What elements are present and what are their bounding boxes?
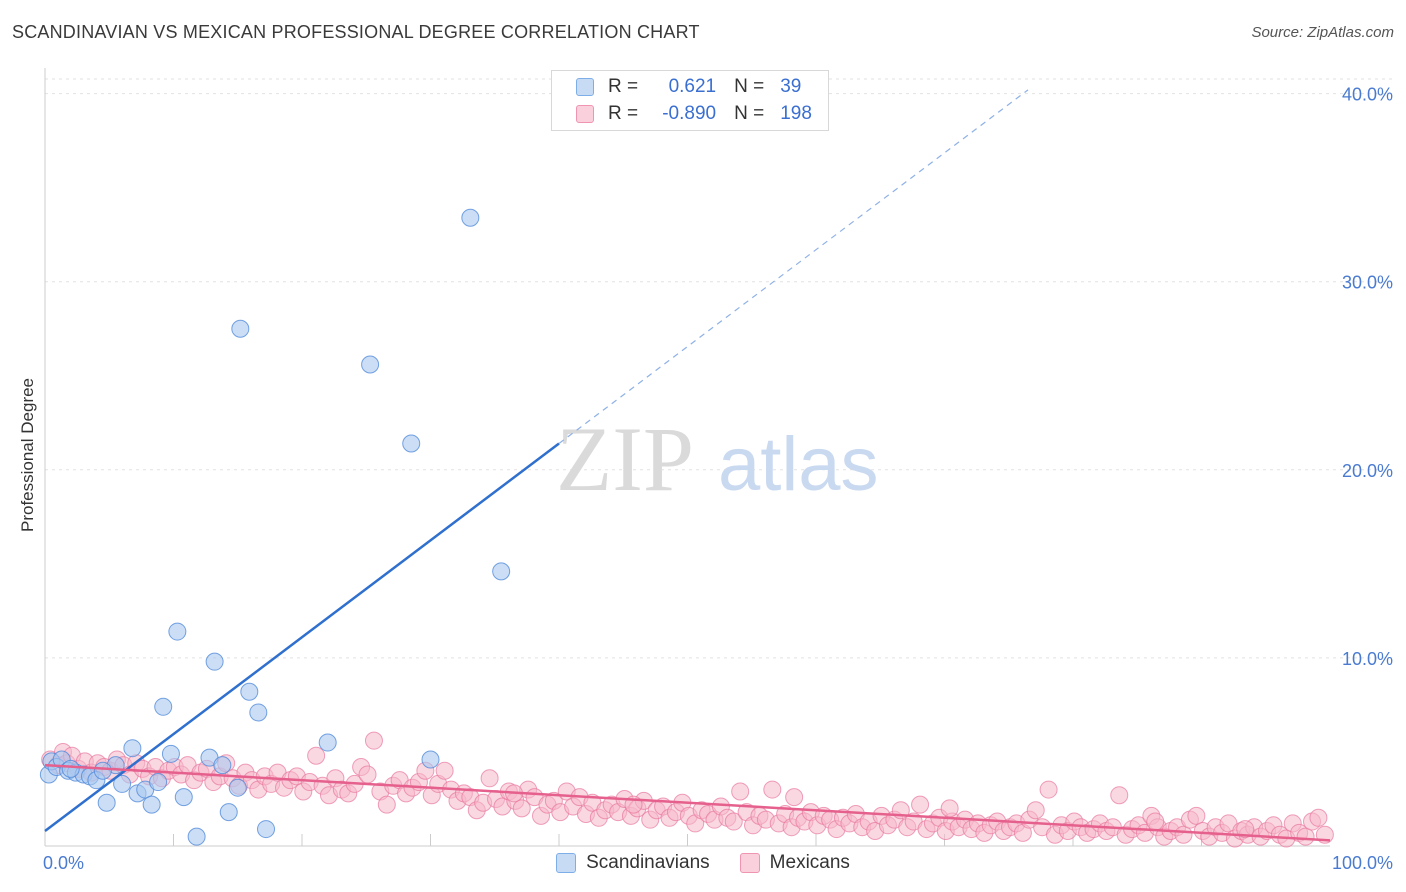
legend-r-label: R = — [608, 76, 639, 97]
axes — [44, 68, 1330, 847]
mexicans-point — [911, 795, 930, 814]
mexicans-point — [480, 769, 499, 788]
scandinavians-point — [402, 434, 421, 453]
mexicans-point — [1236, 820, 1255, 839]
legend-r-value: 0.621 — [668, 76, 717, 97]
mexicans-point — [358, 765, 377, 784]
mexicans-point — [1296, 827, 1315, 846]
mexicans-point — [435, 761, 454, 780]
bottom-legend-mexicans[interactable]: Mexicans — [739, 852, 850, 874]
scandinavians-point — [149, 773, 168, 792]
scandinavians-point — [113, 774, 132, 793]
legend-r-value: -0.890 — [662, 103, 717, 124]
mexicans-point — [1146, 812, 1165, 831]
bottom-legend-label: Scandinavians — [586, 852, 710, 873]
y-tick-label: 30.0% — [1342, 273, 1393, 293]
mexicans-point — [512, 799, 531, 818]
watermark-atlas: atlas — [718, 422, 879, 507]
legend-box: R = 0.621 N = 39 R = -0.890 N = 198 — [551, 70, 829, 131]
legend-n-label: N = — [734, 76, 765, 97]
scandinavians-point — [228, 778, 247, 797]
scandinavians-point — [174, 788, 193, 807]
scandinavians-point — [249, 703, 268, 722]
scandinavians-point — [187, 827, 206, 846]
legend-row-scandinavians: R = 0.621 N = 39 — [576, 74, 801, 100]
chart-title: SCANDINAVIAN VS MEXICAN PROFESSIONAL DEG… — [12, 22, 700, 42]
scandinavians-point — [168, 622, 187, 641]
scandinavians-point — [318, 733, 337, 752]
mexicans-point — [1174, 825, 1193, 844]
mexicans-point — [763, 780, 782, 799]
scandinavians-point — [492, 562, 511, 581]
scandinavians-point — [421, 750, 440, 769]
scandinavians-points — [39, 208, 511, 846]
tick-labels: 10.0% 20.0% 30.0% 40.0% 0.0% 100.0% — [43, 85, 1393, 873]
x-tick-label: 100.0% — [1332, 853, 1393, 873]
scandinavians-point — [240, 682, 259, 701]
scandinavians-point — [161, 744, 180, 763]
watermark: ZIP atlas — [556, 408, 879, 510]
scandinavians-trend-extension — [558, 89, 1029, 444]
source-label: Source: ZipAtlas.com — [1251, 24, 1394, 41]
scandinavians-trend-line — [44, 442, 560, 832]
legend-swatch-mexicans — [576, 105, 594, 123]
mexicans-point — [1187, 806, 1206, 825]
bottom-legend-label: Mexicans — [769, 852, 850, 873]
scandinavians-point — [461, 208, 480, 227]
mexicans-trend-line — [44, 763, 1331, 842]
mexicans-point — [731, 782, 750, 801]
scandinavians-point — [257, 820, 276, 839]
scandinavians-point — [361, 355, 380, 374]
scandinavians-point — [61, 759, 80, 778]
legend-r-label: R = — [608, 103, 639, 124]
bottom-legend-scandinavians[interactable]: Scandinavians — [556, 852, 710, 874]
scandinavians-point — [93, 761, 112, 780]
mexicans-point — [724, 812, 743, 831]
legend-swatch-scandinavians — [556, 853, 577, 873]
mexicans-point — [940, 799, 959, 818]
legend-n-value: 198 — [780, 103, 812, 124]
mexicans-point — [1039, 780, 1058, 799]
mexicans-point — [307, 746, 326, 765]
y-tick-label: 40.0% — [1342, 85, 1393, 105]
mexicans-point — [364, 731, 383, 750]
mexicans-point — [1026, 801, 1045, 820]
legend-row-mexicans: R = -0.890 N = 198 — [576, 101, 812, 127]
y-tick-label: 20.0% — [1342, 461, 1393, 481]
scandinavians-point — [205, 652, 224, 671]
scandinavians-point — [123, 739, 142, 758]
legend-swatch-mexicans — [739, 853, 760, 873]
scandinavians-point — [231, 319, 250, 338]
trend-lines — [44, 89, 1331, 842]
mexicans-point — [377, 795, 396, 814]
scandinavians-point — [213, 756, 232, 775]
x-tick-label: 0.0% — [43, 853, 84, 873]
watermark-zip: ZIP — [556, 408, 694, 510]
legend-n-value: 39 — [780, 76, 802, 97]
legend-n-label: N = — [734, 103, 765, 124]
scandinavians-point — [219, 803, 238, 822]
mexicans-point — [785, 788, 804, 807]
scandinavians-point — [142, 795, 161, 814]
scandinavians-point — [154, 697, 173, 716]
y-tick-label: 10.0% — [1342, 649, 1393, 669]
mexicans-point — [1309, 808, 1328, 827]
scandinavians-point — [97, 793, 116, 812]
bottom-legend: Scandinavians Mexicans — [0, 852, 1406, 874]
legend-swatch-scandinavians — [576, 78, 594, 96]
mexicans-point — [1110, 786, 1129, 805]
